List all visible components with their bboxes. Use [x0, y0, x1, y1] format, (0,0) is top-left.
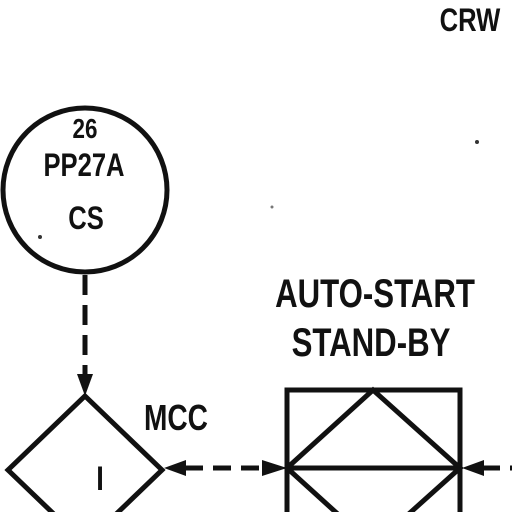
instrument-circle [0, 105, 170, 275]
box-diamond [283, 386, 464, 512]
logic-annotation: MCC [144, 398, 208, 438]
speck [270, 205, 274, 209]
box-title: STAND-BY [292, 320, 451, 365]
box-title: AUTO-START [275, 271, 475, 316]
instrument-id: PP27A [43, 148, 124, 183]
arrowhead [77, 374, 93, 396]
logic-label: I [96, 459, 104, 498]
speck [38, 235, 42, 239]
arrowhead [164, 460, 186, 476]
arrowhead [262, 460, 287, 476]
corner-label: CRW [440, 3, 501, 38]
instrument-label: CS [68, 201, 104, 236]
arrowhead [462, 460, 484, 476]
logic-diamond [4, 392, 166, 512]
instrument-tag: 26 [73, 114, 98, 145]
speck [475, 140, 479, 144]
